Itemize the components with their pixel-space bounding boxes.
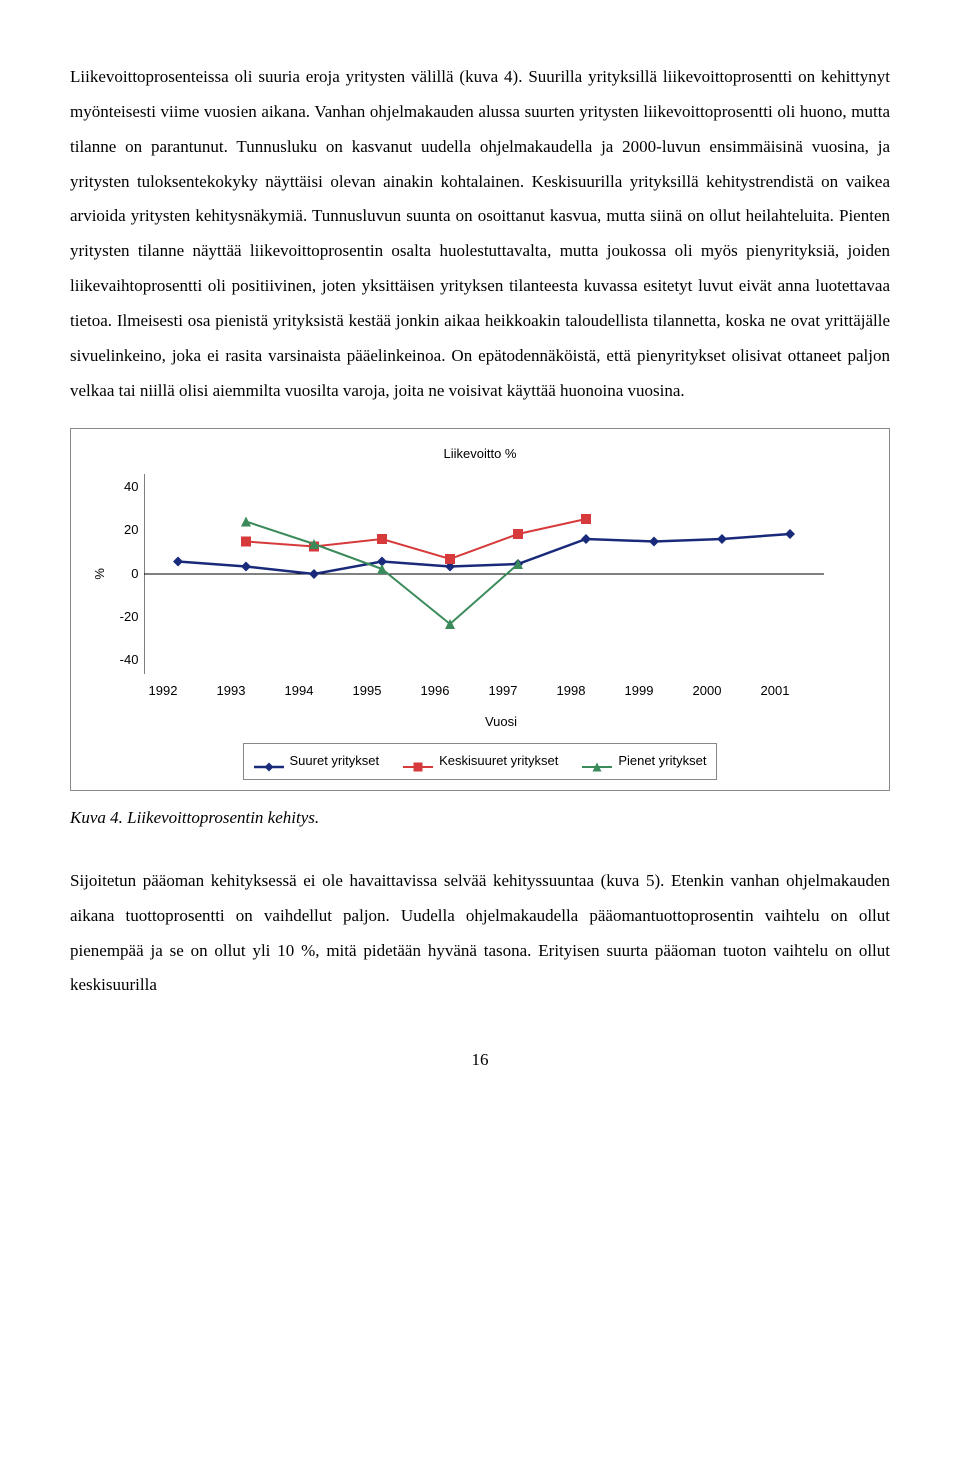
chart-x-tick-label: 2001 <box>741 678 809 705</box>
legend-label: Keskisuuret yritykset <box>439 748 558 775</box>
chart-y-tick-label: -40 <box>120 647 139 674</box>
chart-title: Liikevoitto % <box>87 441 873 468</box>
chart-y-tick-label: 40 <box>124 474 138 501</box>
chart-x-axis-label: Vuosi <box>129 709 873 736</box>
chart-plot-area <box>144 474 824 674</box>
legend-item: Keskisuuret yritykset <box>403 748 558 775</box>
chart-caption: Kuva 4. Liikevoittoprosentin kehitys. <box>70 801 890 836</box>
chart-y-ticks: 40 20 0 -20 -40 <box>120 474 145 674</box>
chart-x-tick-label: 1992 <box>129 678 197 705</box>
chart-container: Liikevoitto % % 40 20 0 -20 -40 199219931994… <box>70 428 890 791</box>
legend-item: Pienet yritykset <box>582 748 706 775</box>
chart-x-tick-label: 1994 <box>265 678 333 705</box>
legend-item: Suuret yritykset <box>254 748 380 775</box>
chart-x-ticks: 1992199319941995199619971998199920002001 <box>129 678 809 705</box>
chart-x-tick-label: 1997 <box>469 678 537 705</box>
chart-legend: Suuret yritykset Keskisuuret yritykset Pie… <box>243 743 718 780</box>
legend-label: Pienet yritykset <box>618 748 706 775</box>
chart-x-tick-label: 1993 <box>197 678 265 705</box>
body-paragraph-1: Liikevoittoprosenteissa oli suuria eroja… <box>70 60 890 408</box>
chart-y-axis-label: % <box>87 568 114 580</box>
chart-x-tick-label: 1995 <box>333 678 401 705</box>
chart-x-tick-label: 1998 <box>537 678 605 705</box>
legend-swatch-icon <box>403 756 433 768</box>
chart-x-tick-label: 1996 <box>401 678 469 705</box>
page-number: 16 <box>70 1043 890 1078</box>
legend-swatch-icon <box>582 756 612 768</box>
chart-y-tick-label: -20 <box>120 604 139 631</box>
chart-x-tick-label: 2000 <box>673 678 741 705</box>
body-paragraph-2: Sijoitetun pääoman kehityksessä ei ole h… <box>70 864 890 1003</box>
chart-x-tick-label: 1999 <box>605 678 673 705</box>
chart-y-tick-label: 0 <box>131 561 138 588</box>
chart-y-tick-label: 20 <box>124 517 138 544</box>
legend-label: Suuret yritykset <box>290 748 380 775</box>
legend-swatch-icon <box>254 756 284 768</box>
